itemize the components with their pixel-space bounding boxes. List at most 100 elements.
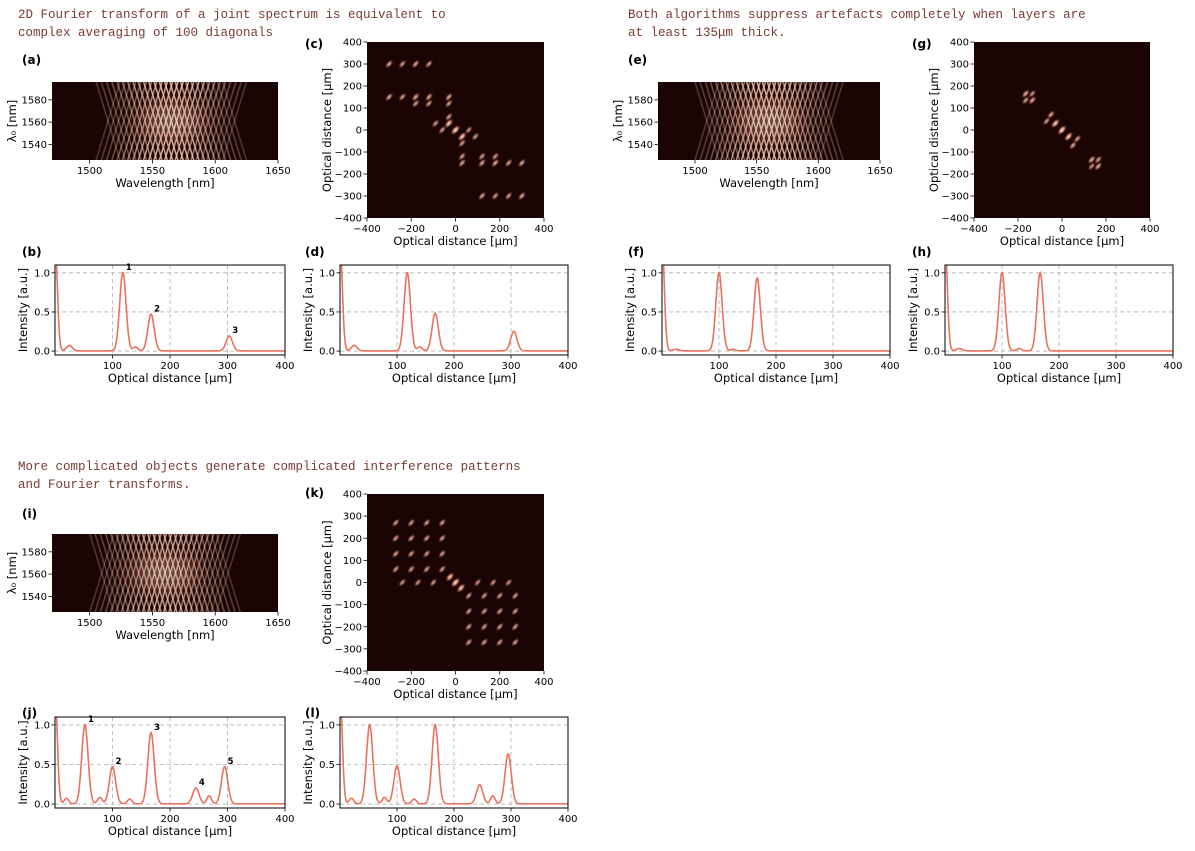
spot-15 xyxy=(391,564,400,574)
ytick-label-3: −100 xyxy=(335,148,362,159)
spot-13 xyxy=(422,549,431,559)
spot-4 xyxy=(398,59,407,69)
yaxis-label: λ₀ [nm] xyxy=(611,100,625,143)
fringe-24 xyxy=(215,534,241,612)
spot-14 xyxy=(1087,161,1096,171)
fringe-47 xyxy=(205,534,231,612)
xtick-label-1: 200 xyxy=(160,361,179,372)
fringe-24 xyxy=(818,82,844,160)
panel-f: (f) 100 200 300 400 0.0 0.5 1.0 Optical distance… xyxy=(623,245,900,385)
yaxis-label: Optical distance [μm] xyxy=(927,68,941,192)
spot-16 xyxy=(407,564,416,574)
spot-33 xyxy=(464,606,473,616)
ytick-label-2: 1580 xyxy=(22,547,47,558)
fringe-25 xyxy=(694,82,720,160)
xtick-label-4: 400 xyxy=(534,224,553,235)
xtick-label-1: −200 xyxy=(1004,224,1031,235)
fringe-1 xyxy=(699,82,725,160)
xtick-label-1: 200 xyxy=(1049,361,1068,372)
panel-label-h: (h) xyxy=(912,245,932,259)
spot-8 xyxy=(407,533,416,543)
ytick-label-0: 0.0 xyxy=(924,347,940,358)
spot-20 xyxy=(464,125,473,135)
spot-5 xyxy=(411,59,420,69)
spot-38 xyxy=(504,578,513,587)
yaxis-label: Intensity [a.u.] xyxy=(301,720,315,804)
ytick-label-0: 0.0 xyxy=(34,347,50,358)
xtick-label-0: 1500 xyxy=(77,618,102,629)
xtick-label-0: 100 xyxy=(387,361,406,372)
ytick-label-6: 200 xyxy=(343,534,362,545)
series-line xyxy=(55,265,285,352)
xtick-label-0: 100 xyxy=(103,814,122,825)
spot-9 xyxy=(411,92,421,102)
xtick-label-3: 400 xyxy=(880,361,899,372)
caption-top-left: 2D Fourier transform of a joint spectrum… xyxy=(18,8,446,40)
xtick-label-3: 1650 xyxy=(265,618,290,629)
fringe-23 xyxy=(813,82,839,160)
ytick-label-1: 0.5 xyxy=(319,307,335,318)
xtick-label-2: 300 xyxy=(501,814,520,825)
spot-16 xyxy=(444,112,454,122)
xtick-label-1: 200 xyxy=(766,361,785,372)
spot-23 xyxy=(495,637,504,647)
ytick-label-8: 400 xyxy=(343,38,362,49)
xtick-label-1: 1550 xyxy=(140,618,165,629)
spot-12 xyxy=(407,549,416,559)
spot-2 xyxy=(457,131,467,142)
xaxis-label: Optical distance [μm] xyxy=(393,234,517,248)
xaxis-label: Optical distance [μm] xyxy=(108,371,232,385)
caption-bottom-left: More complicated objects generate compli… xyxy=(18,460,521,492)
ytick-label-2: −200 xyxy=(335,622,362,633)
spot-32 xyxy=(480,606,489,616)
spot-4 xyxy=(407,518,416,528)
yaxis-label: Intensity [a.u.] xyxy=(623,268,637,352)
spot-0 xyxy=(1057,124,1067,136)
spot-21 xyxy=(429,578,438,587)
series-line xyxy=(662,265,890,352)
xaxis-label: Optical distance [μm] xyxy=(714,371,838,385)
fringe-glow xyxy=(115,540,215,606)
spot-8 xyxy=(1042,116,1051,126)
spot-1 xyxy=(1050,118,1061,129)
yaxis-label: Intensity [a.u.] xyxy=(16,720,30,804)
spot-3 xyxy=(391,518,400,528)
spot-34 xyxy=(511,591,520,601)
series-line xyxy=(945,265,1173,352)
yaxis-label: Optical distance [μm] xyxy=(320,520,334,644)
xtick-label-1: 200 xyxy=(444,361,463,372)
peak-label-1: 1 xyxy=(126,263,132,273)
caption-top-right: Both algorithms suppress artefacts compl… xyxy=(628,8,1086,40)
ytick-label-1: 1560 xyxy=(628,118,653,129)
spot-28 xyxy=(457,151,467,161)
peak-label-3: 3 xyxy=(232,326,238,336)
spot-7 xyxy=(384,92,394,102)
spot-13 xyxy=(1094,155,1103,165)
spot-22 xyxy=(511,637,520,647)
xtick-label-3: 400 xyxy=(275,361,294,372)
xtick-label-3: 1650 xyxy=(867,166,892,177)
spot-27 xyxy=(457,158,467,168)
peak-label-5: 5 xyxy=(228,757,234,767)
ytick-label-2: −200 xyxy=(335,170,362,181)
ytick-label-5: 100 xyxy=(343,104,362,115)
ytick-label-1: 0.5 xyxy=(34,307,50,318)
fringe-47 xyxy=(808,82,834,160)
fringe-49 xyxy=(221,82,248,160)
spot-25 xyxy=(504,158,513,168)
spot-6 xyxy=(424,59,434,69)
fringe-48 xyxy=(216,82,242,160)
spot-24 xyxy=(480,637,489,647)
spot-19 xyxy=(457,138,467,148)
ytick-label-5: 100 xyxy=(950,104,969,115)
panel-d: (d) 100 200 300 400 0.0 0.5 1.0 Optical distance… xyxy=(301,245,578,385)
xtick-label-0: 100 xyxy=(103,361,122,372)
spot-2 xyxy=(456,583,466,594)
spot-3 xyxy=(1021,89,1031,99)
spot-18 xyxy=(438,564,447,574)
ytick-label-0: 0.0 xyxy=(319,800,335,811)
panel-e: (e) 1500 1550 1600 1650 1540 1560 1580 Wavelengt… xyxy=(611,53,893,190)
fringe-glow xyxy=(720,88,818,154)
yaxis-label: λ₀ [nm] xyxy=(5,100,19,143)
ytick-label-4: 0 xyxy=(356,126,362,137)
